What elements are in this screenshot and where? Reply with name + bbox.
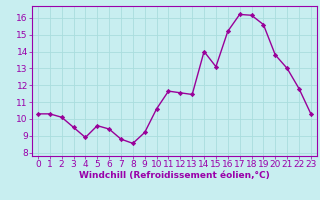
X-axis label: Windchill (Refroidissement éolien,°C): Windchill (Refroidissement éolien,°C) bbox=[79, 171, 270, 180]
